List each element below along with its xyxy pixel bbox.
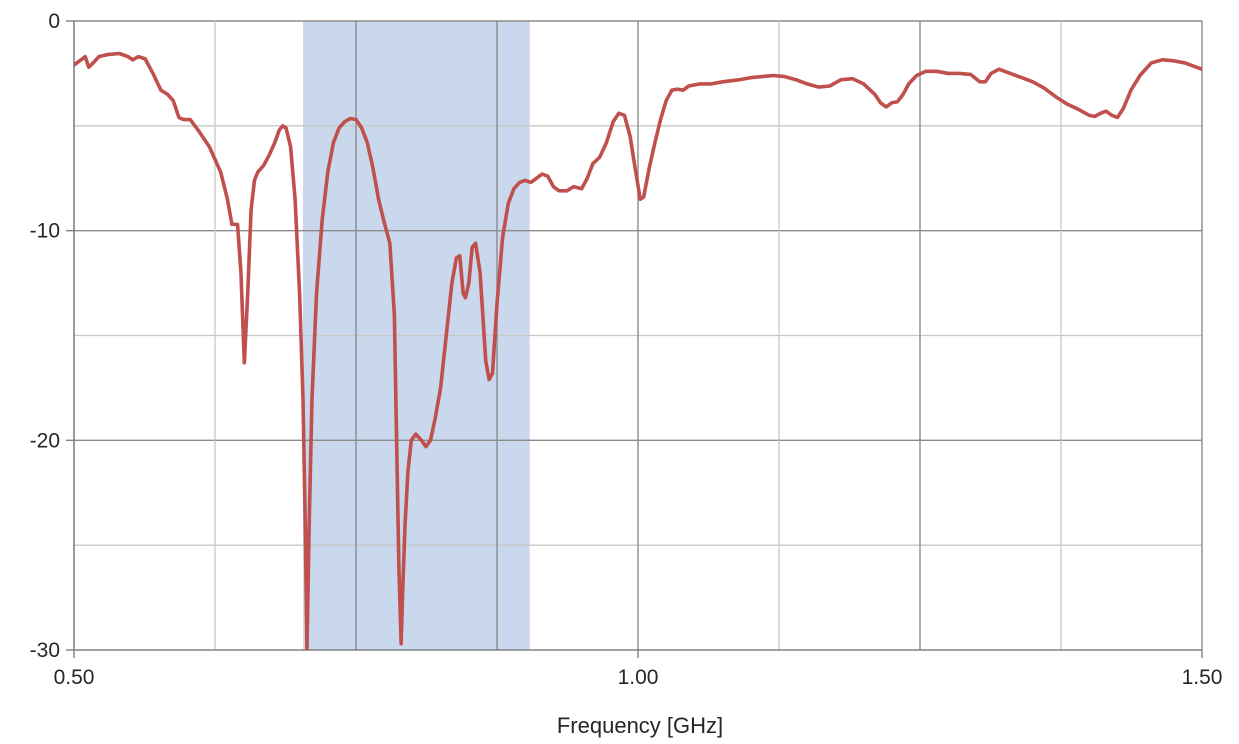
series-layer xyxy=(74,51,1202,650)
y-tick-label: -30 xyxy=(30,639,60,662)
series-line-0 xyxy=(74,51,1202,650)
tick-label-layer: 0 -10 -20 -30 0.50 1.00 1.50 xyxy=(30,10,1223,689)
x-tick-label: 1.50 xyxy=(1182,666,1223,689)
x-tick-label: 0.50 xyxy=(54,666,95,689)
y-tick-label: -20 xyxy=(30,429,60,452)
gridline-layer xyxy=(66,20,1203,658)
x-tick-label: 1.00 xyxy=(618,666,659,689)
y-tick-label: -10 xyxy=(30,220,60,243)
y-tick-label: 0 xyxy=(48,10,60,33)
x-axis-title: Frequency [GHz] xyxy=(557,713,723,738)
